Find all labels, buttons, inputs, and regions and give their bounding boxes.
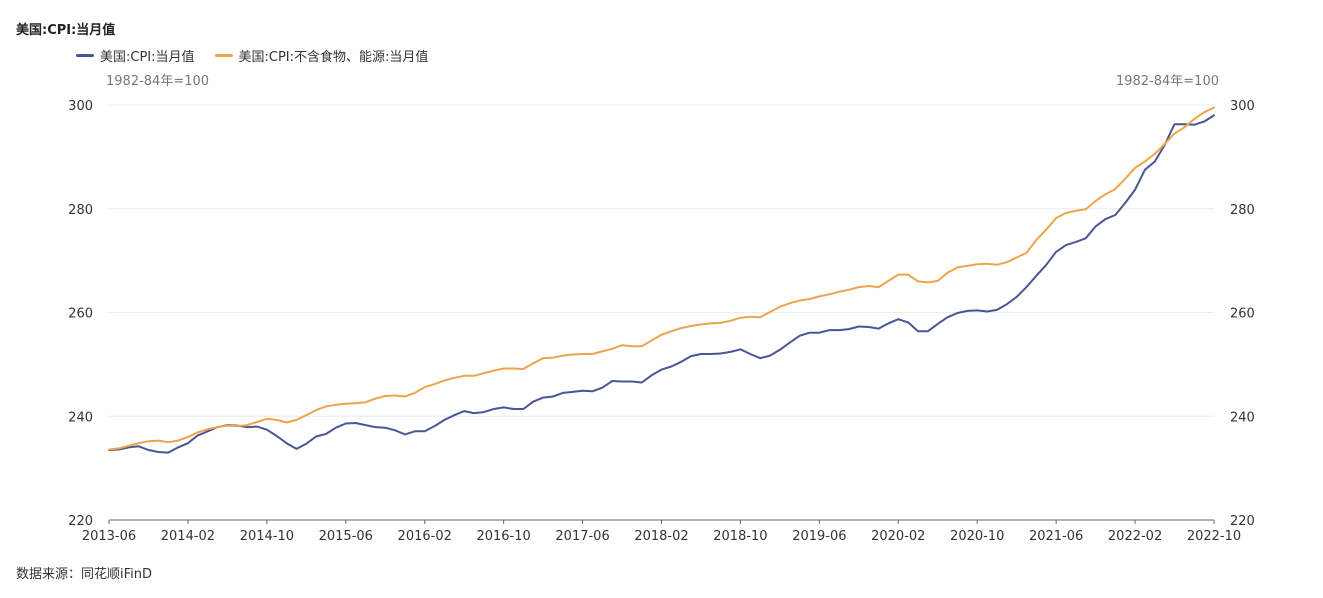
legend-item-cpi[interactable]: 美国:CPI:当月值 [76, 46, 195, 65]
legend-swatch-cpi [76, 54, 94, 57]
series-line-cpi [108, 114, 1215, 454]
gridlines [109, 104, 1214, 417]
x-tick-label: 2017-06 [555, 529, 609, 544]
x-tick-label: 2013-06 [82, 529, 136, 544]
y-tick-label-left: 280 [68, 203, 93, 218]
data-source: 数据来源：同花顺iFinD [16, 567, 153, 582]
legend-item-core[interactable]: 美国:CPI:不含食物、能源:当月值 [214, 46, 429, 65]
legend: 美国:CPI:当月值 美国:CPI:不含食物、能源:当月值 [76, 46, 448, 65]
y-tick-label-left: 300 [68, 99, 93, 114]
legend-label-cpi: 美国:CPI:当月值 [100, 50, 195, 65]
x-tick-label: 2018-10 [713, 529, 767, 544]
x-tick-label: 2020-02 [871, 529, 925, 544]
y-tick-label-right: 260 [1230, 307, 1255, 322]
x-tick-label: 2022-02 [1108, 529, 1162, 544]
y-tick-label-left: 240 [68, 410, 93, 425]
y-tick-label-right: 240 [1230, 410, 1255, 425]
x-tick-label: 2021-06 [1029, 529, 1083, 544]
legend-swatch-core [214, 54, 233, 57]
y-tick-label-left: 260 [68, 307, 93, 322]
x-tick-label: 2020-10 [950, 529, 1004, 544]
chart-title: 美国:CPI:当月值 [16, 23, 116, 38]
x-tick-label: 2022-10 [1187, 529, 1241, 544]
x-tick-label: 2019-06 [792, 529, 846, 544]
y-tick-label-right: 220 [1230, 514, 1255, 529]
y-tick-label-left: 220 [68, 514, 93, 529]
x-tick-label: 2014-10 [240, 529, 294, 544]
y-tick-label-right: 300 [1230, 99, 1255, 114]
series-lines [108, 106, 1215, 454]
left-axis-unit: 1982-84年=100 [106, 74, 210, 89]
right-axis-unit: 1982-84年=100 [1115, 74, 1219, 89]
series-line-core [108, 106, 1215, 451]
x-tick-label: 2016-10 [476, 529, 530, 544]
legend-label-core: 美国:CPI:不含食物、能源:当月值 [238, 50, 429, 65]
x-tick-label: 2018-02 [634, 529, 688, 544]
axes: 220 220 240 240 260 260 280 280 300 300 2013-06 201… [68, 99, 1255, 544]
y-tick-label-right: 280 [1230, 203, 1255, 218]
x-tick-label: 2014-02 [161, 529, 215, 544]
x-tick-label: 2016-02 [398, 529, 452, 544]
x-tick-label: 2015-06 [319, 529, 373, 544]
